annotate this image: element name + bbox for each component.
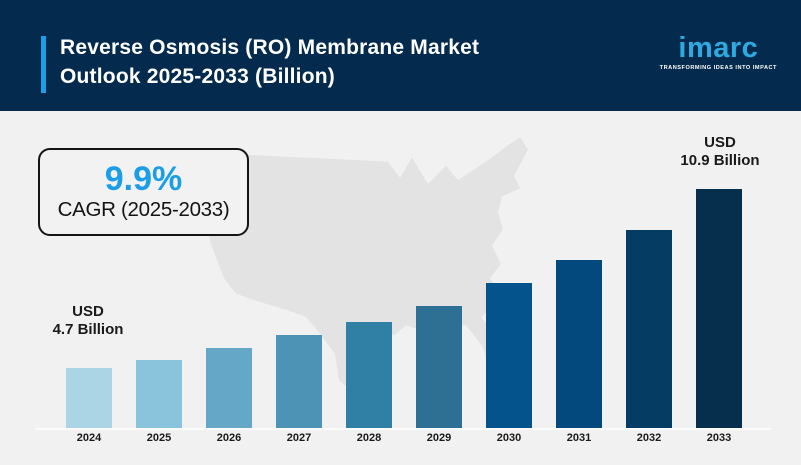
bar-2029 xyxy=(416,306,462,430)
x-tick-2029: 2029 xyxy=(426,432,452,444)
bar-2026 xyxy=(206,348,252,430)
x-tick-2032: 2032 xyxy=(636,432,662,444)
bar-2024 xyxy=(66,368,112,430)
x-tick-2033: 2033 xyxy=(706,432,732,444)
x-tick-2030: 2030 xyxy=(496,432,522,444)
x-tick-2027: 2027 xyxy=(286,432,312,444)
chart-area: 9.9% CAGR (2025-2033) USD 4.7 Billion US… xyxy=(0,111,801,465)
x-tick-2031: 2031 xyxy=(566,432,592,444)
cagr-value: 9.9% xyxy=(104,160,183,198)
x-tick-2026: 2026 xyxy=(216,432,242,444)
x-tick-2028: 2028 xyxy=(356,432,382,444)
bar-2025 xyxy=(136,360,182,430)
bars: 2024 2025 2026 2027 2028 2029 2030 2031 2032 2033 xyxy=(0,111,801,465)
bar-2031 xyxy=(556,260,602,430)
bar-2028 xyxy=(346,322,392,430)
start-value-annotation: USD 4.7 Billion xyxy=(38,303,138,339)
title-accent-bar xyxy=(41,36,46,93)
bar-2032 xyxy=(626,230,672,430)
x-tick-2024: 2024 xyxy=(76,432,102,444)
x-axis-line xyxy=(35,428,771,430)
header: Reverse Osmosis (RO) Membrane Market Out… xyxy=(0,0,801,111)
imarc-logo-wordmark: imarc xyxy=(678,32,759,64)
cagr-label: CAGR (2025-2033) xyxy=(57,198,230,221)
start-value-line1: USD xyxy=(72,303,104,320)
imarc-logo: imarc TRANSFORMING IDEAS INTO IMPACT xyxy=(660,33,777,71)
page-title-line1: Reverse Osmosis (RO) Membrane Market xyxy=(60,36,480,59)
bar-2027 xyxy=(276,335,322,430)
end-value-line2: 10.9 Billion xyxy=(680,152,760,169)
end-value-annotation: USD 10.9 Billion xyxy=(664,134,776,170)
imarc-logo-tagline: TRANSFORMING IDEAS INTO IMPACT xyxy=(659,65,777,71)
usa-map-silhouette xyxy=(205,137,528,389)
bar-2030 xyxy=(486,283,532,430)
bar-2033 xyxy=(696,189,742,430)
page-title: Reverse Osmosis (RO) Membrane Market Out… xyxy=(60,33,479,91)
cagr-badge: 9.9% CAGR (2025-2033) xyxy=(38,148,249,236)
end-value-line1: USD xyxy=(704,134,736,151)
x-tick-2025: 2025 xyxy=(146,432,172,444)
page-title-line2: Outlook 2025-2033 (Billion) xyxy=(60,65,335,88)
start-value-line2: 4.7 Billion xyxy=(52,321,124,338)
